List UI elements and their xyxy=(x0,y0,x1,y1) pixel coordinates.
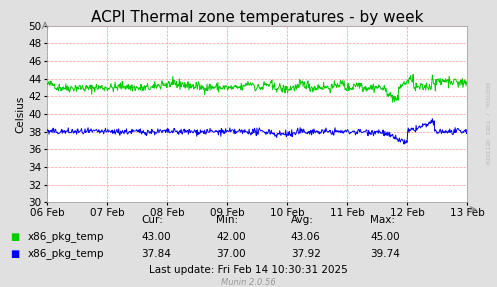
Text: 37.92: 37.92 xyxy=(291,249,321,259)
Text: Max:: Max: xyxy=(370,215,395,224)
Text: x86_pkg_temp: x86_pkg_temp xyxy=(27,249,104,259)
Text: 43.00: 43.00 xyxy=(142,232,171,242)
Text: Avg:: Avg: xyxy=(291,215,314,224)
Text: 43.06: 43.06 xyxy=(291,232,321,242)
Text: Cur:: Cur: xyxy=(142,215,164,224)
Text: 39.74: 39.74 xyxy=(370,249,400,259)
Text: 37.84: 37.84 xyxy=(142,249,171,259)
Text: RRDTOOL / TOBI OETIKER: RRDTOOL / TOBI OETIKER xyxy=(485,82,490,165)
Text: Min:: Min: xyxy=(216,215,239,224)
Text: ■: ■ xyxy=(10,249,19,259)
Text: Munin 2.0.56: Munin 2.0.56 xyxy=(221,278,276,287)
Text: 45.00: 45.00 xyxy=(370,232,400,242)
Y-axis label: Celsius: Celsius xyxy=(15,95,26,133)
Title: ACPI Thermal zone temperatures - by week: ACPI Thermal zone temperatures - by week xyxy=(91,10,423,25)
Text: 42.00: 42.00 xyxy=(216,232,246,242)
Text: 37.00: 37.00 xyxy=(216,249,246,259)
Text: x86_pkg_temp: x86_pkg_temp xyxy=(27,231,104,242)
Text: ■: ■ xyxy=(10,232,19,242)
Text: Last update: Fri Feb 14 10:30:31 2025: Last update: Fri Feb 14 10:30:31 2025 xyxy=(149,265,348,275)
